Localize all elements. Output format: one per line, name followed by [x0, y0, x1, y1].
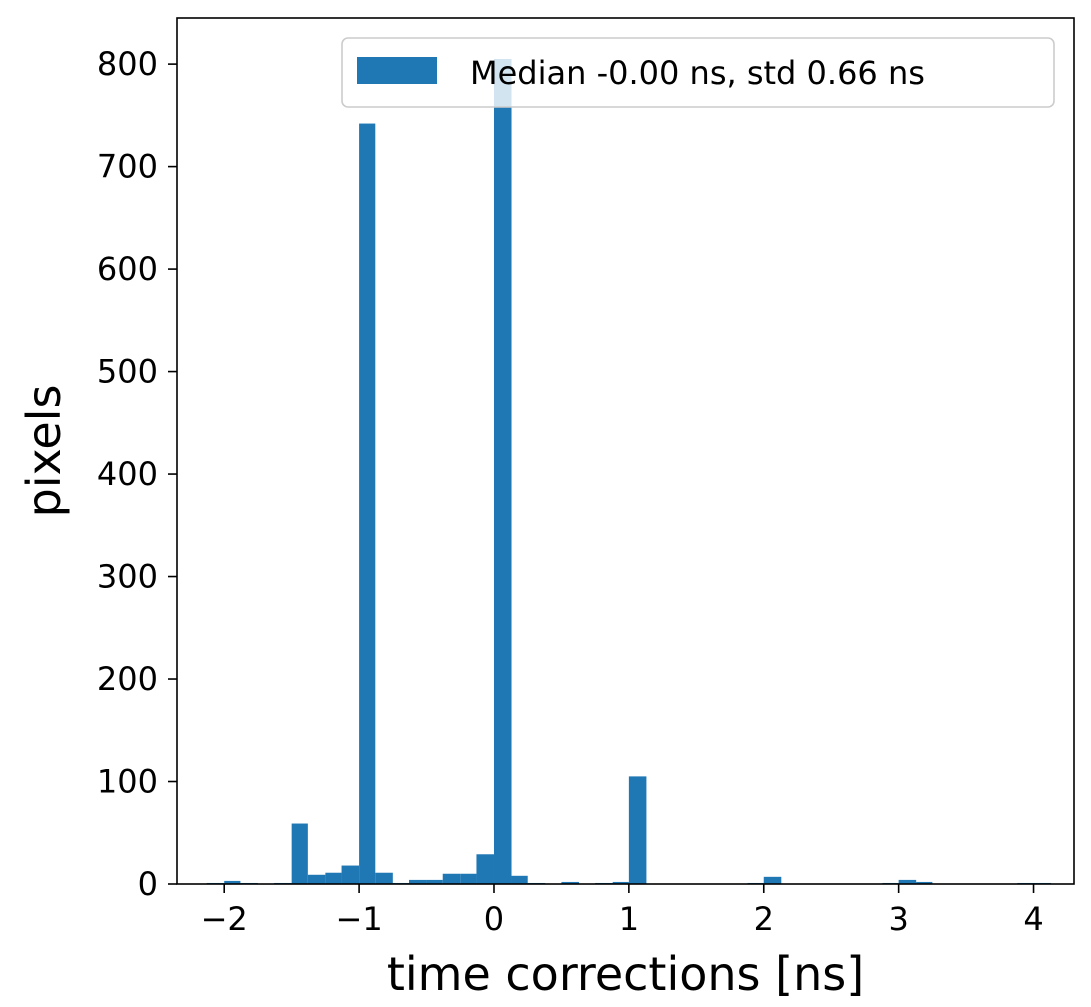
legend-label: Median -0.00 ns, std 0.66 ns: [470, 54, 925, 92]
histogram-bar: [763, 876, 782, 884]
y-axis-ticks: 0 100 200 300 400 500 600 700 800: [97, 45, 177, 903]
histogram-bar: [898, 879, 917, 884]
histogram-bar: [291, 823, 308, 884]
y-tick-label: 300: [97, 558, 158, 596]
histogram-bar: [460, 873, 477, 884]
x-tick-label: 3: [888, 900, 908, 938]
histogram-bar: [561, 881, 579, 884]
y-tick-label: 700: [97, 148, 158, 186]
x-tick-label: −2: [201, 900, 248, 938]
plot-frame: [176, 17, 1075, 885]
histogram-bar: [442, 873, 461, 884]
histogram-bar: [493, 58, 512, 885]
histogram-bar: [307, 874, 326, 884]
histogram-bar: [375, 872, 393, 884]
x-axis-label: time corrections [ns]: [387, 947, 864, 1001]
x-tick-label: 2: [754, 900, 774, 938]
x-axis-ticks: −2 −1 0 1 2 3 4: [201, 884, 1044, 938]
histogram-bar: [628, 776, 647, 884]
histogram-bar: [409, 879, 427, 884]
x-tick-label: 0: [484, 900, 504, 938]
y-tick-label: 200: [97, 660, 158, 698]
x-tick-label: 1: [619, 900, 639, 938]
y-tick-label: 0: [138, 865, 158, 903]
histogram-bar: [476, 854, 494, 884]
y-tick-label: 600: [97, 250, 158, 288]
histogram-bars: [206, 58, 1052, 885]
y-axis-label: pixels: [17, 385, 71, 518]
histogram-bar: [511, 875, 528, 884]
histogram-bar: [359, 123, 376, 885]
histogram-bar: [612, 881, 629, 884]
legend-box: [341, 37, 1055, 108]
y-tick-label: 500: [97, 353, 158, 391]
y-tick-label: 100: [97, 763, 158, 801]
y-tick-label: 800: [97, 45, 158, 83]
histogram-bar: [325, 872, 342, 884]
y-tick-label: 400: [97, 455, 158, 493]
x-tick-label: −1: [336, 900, 383, 938]
legend: Median -0.00 ns, std 0.66 ns: [341, 37, 1055, 108]
legend-swatch: [357, 57, 437, 84]
histogram-bar: [341, 865, 360, 884]
histogram-bar: [224, 880, 241, 884]
x-tick-label: 4: [1023, 900, 1043, 938]
histogram-bar: [916, 881, 933, 884]
histogram-bar: [426, 879, 443, 884]
